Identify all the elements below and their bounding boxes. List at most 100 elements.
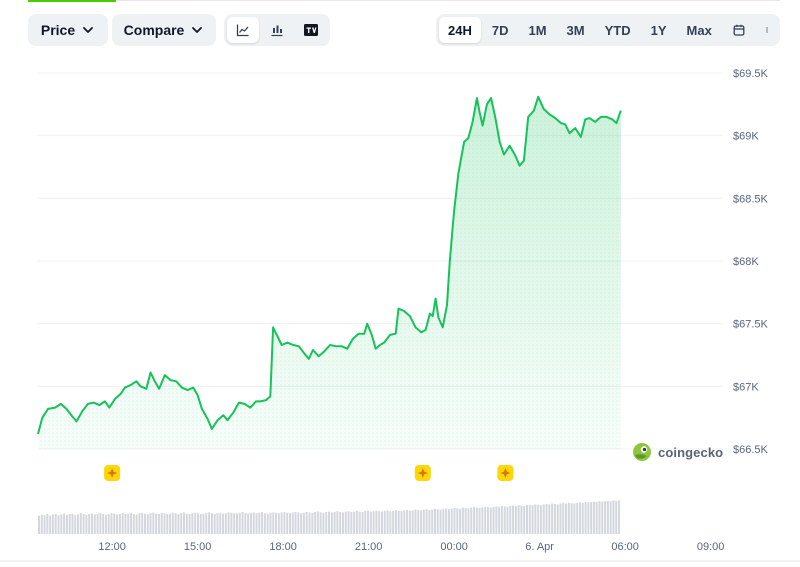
volume-bar [127, 513, 130, 534]
volume-bar [177, 514, 180, 534]
volume-bar [606, 500, 609, 534]
volume-bar [325, 512, 328, 534]
volume-bar [196, 513, 199, 534]
volume-bar [305, 512, 308, 534]
volume-bar [319, 512, 322, 534]
event-marker[interactable] [497, 465, 514, 481]
volume-bar [473, 507, 476, 534]
volume-bar [294, 512, 297, 534]
range-ytd-button[interactable]: YTD [604, 22, 631, 38]
volume-bar [604, 501, 607, 534]
volume-bar [381, 511, 383, 534]
range-1y-button[interactable]: 1Y [650, 22, 667, 38]
event-markers [104, 465, 514, 481]
y-tick-label: $68K [733, 256, 759, 268]
volume-bar [420, 510, 423, 534]
chevron-down-icon [192, 27, 203, 33]
volume-bar [311, 512, 314, 534]
range-7d-button[interactable]: 7D [491, 22, 509, 38]
volume-bar [484, 506, 487, 534]
volume-bar [442, 508, 445, 534]
volume-bar [249, 512, 252, 534]
volume-bar [598, 501, 601, 534]
more-options-button[interactable] [757, 17, 777, 43]
more-vertical-icon [766, 27, 768, 33]
volume-bar [590, 502, 593, 534]
range-24h-button[interactable]: 24H [439, 17, 481, 43]
volume-bar [573, 503, 576, 534]
volume-bar [314, 512, 317, 534]
volume-bar [367, 510, 370, 534]
volume-bar [548, 504, 551, 534]
volume-bar [138, 513, 141, 534]
volume-bar [478, 508, 481, 534]
volume-bar [383, 510, 386, 534]
volume-bar [255, 513, 258, 534]
price-dropdown-label: Price [40, 22, 76, 38]
gecko-logo-icon [633, 443, 651, 461]
volume-bar [96, 514, 99, 534]
volume-bar [60, 514, 63, 534]
volume-bar [459, 508, 462, 534]
volume-bar [584, 502, 587, 534]
calendar-icon [733, 24, 745, 36]
range-1m-button[interactable]: 1M [528, 22, 547, 38]
volume-bar [152, 512, 155, 534]
line-chart-button[interactable] [227, 17, 259, 43]
volume-bar [132, 514, 135, 534]
volume-bar [556, 504, 559, 534]
tradingview-button[interactable] [295, 17, 327, 43]
volume-bar [386, 510, 389, 534]
x-tick-label: 15:00 [184, 541, 212, 553]
event-marker[interactable] [104, 465, 121, 481]
event-marker[interactable] [414, 465, 431, 481]
volume-bar [559, 503, 562, 534]
volume-bar [592, 501, 595, 534]
x-tick-label: 12:00 [98, 541, 126, 553]
volume-bar [297, 512, 300, 534]
volume-bar [188, 514, 191, 534]
volume-bar [369, 511, 372, 534]
volume-bar [587, 502, 590, 534]
volume-bar [224, 513, 227, 534]
range-max-button[interactable]: Max [686, 22, 712, 38]
price-chart[interactable]: $66.5K $67K $67.5K $68K $68.5K $69K $69.5K 12:0… [0, 56, 800, 567]
volume-bar [353, 511, 356, 534]
volume-bar [191, 513, 194, 534]
price-dropdown[interactable]: Price [28, 14, 108, 46]
volume-bar [121, 512, 124, 534]
x-tick-label: 18:00 [269, 541, 297, 553]
volume-bar [553, 504, 556, 534]
volume-bar [82, 514, 85, 534]
volume-bar [581, 502, 584, 534]
volume-bar [450, 508, 453, 534]
volume-bar [531, 505, 534, 534]
volume-bar [300, 513, 303, 534]
volume-bar [291, 512, 294, 534]
volume-bar [372, 511, 375, 534]
volume-bar [520, 505, 523, 534]
volume-bar [216, 513, 219, 534]
x-tick-label: 06:00 [611, 541, 639, 553]
candlestick-chart-button[interactable] [261, 17, 293, 43]
volume-bar [93, 514, 96, 534]
volume-bar [222, 513, 225, 534]
calendar-button[interactable] [723, 17, 755, 43]
volume-bar [266, 513, 269, 534]
volume-bar [567, 502, 570, 534]
volume-bar [336, 511, 339, 534]
range-3m-button[interactable]: 3M [566, 22, 585, 38]
volume-bar [205, 512, 208, 534]
volume-bar [486, 507, 489, 534]
volume-bar [347, 511, 350, 534]
time-range-selector: 24H 7D 1M 3M YTD 1Y Max [436, 14, 780, 46]
line-chart-icon [236, 24, 249, 37]
volume-bar [49, 515, 52, 534]
compare-dropdown[interactable]: Compare [112, 14, 216, 46]
y-tick-label: $68.5K [733, 193, 769, 205]
volume-bar [174, 513, 177, 534]
volume-bar [308, 512, 311, 534]
price-series-line[interactable] [37, 95, 622, 435]
volume-bar [612, 500, 615, 534]
x-tick-label: 00:00 [440, 541, 468, 553]
